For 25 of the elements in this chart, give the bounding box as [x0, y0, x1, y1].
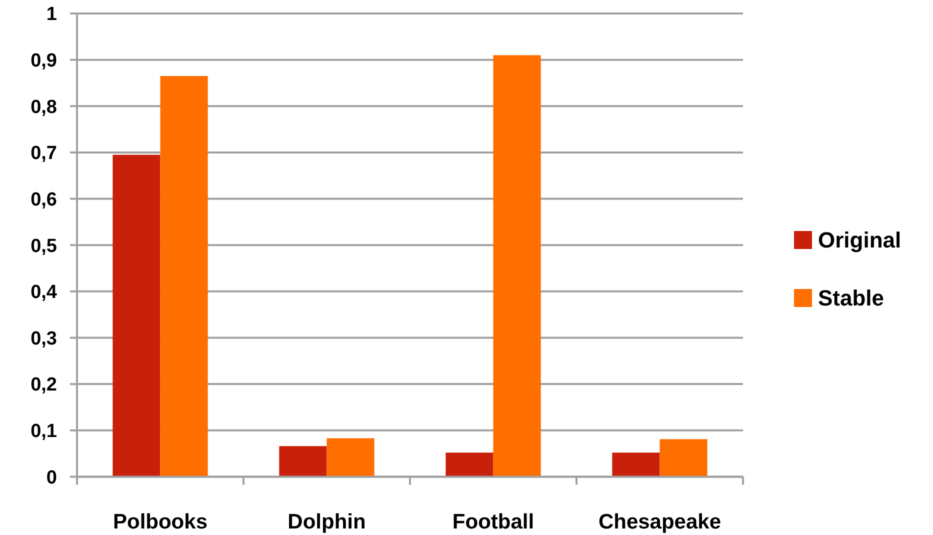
y-tick-label: 0,6 — [30, 189, 57, 210]
bar — [160, 76, 208, 477]
y-tick-label: 0 — [46, 467, 57, 488]
y-tick-label: 0,9 — [30, 50, 57, 72]
bar — [279, 446, 327, 477]
y-tick-label: 1 — [46, 4, 58, 26]
y-tick-label: 0,4 — [30, 282, 58, 304]
bar — [446, 452, 494, 477]
x-tick-label: Dolphin — [288, 510, 366, 534]
y-tick-label: 0,2 — [30, 374, 57, 396]
y-tick-label: 0,3 — [30, 328, 57, 350]
legend-label: Original — [818, 228, 902, 253]
bar — [326, 438, 374, 477]
x-tick-label: Football — [452, 510, 534, 534]
x-tick-label: Chesapeake — [598, 510, 722, 534]
y-tick-label: 0,1 — [30, 421, 58, 442]
bar — [493, 55, 541, 477]
bar — [112, 154, 160, 477]
y-tick-label: 0,8 — [30, 96, 57, 118]
bar — [612, 452, 660, 477]
x-tick-label: Polbooks — [112, 510, 208, 534]
y-tick-label: 0,7 — [30, 143, 57, 164]
legend-label: Stable — [818, 286, 884, 311]
bar — [660, 439, 708, 477]
y-tick-label: 0,5 — [30, 236, 58, 257]
